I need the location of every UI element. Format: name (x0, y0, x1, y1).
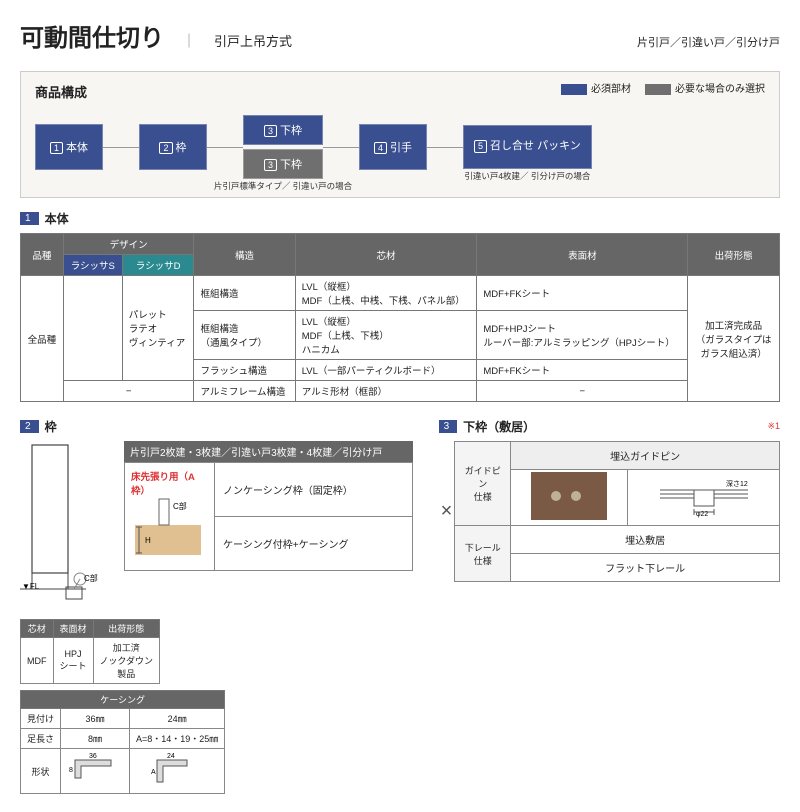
td-r1-surf: MDF+FKシート (477, 276, 688, 311)
td-r3-st: フラッシュ構造 (194, 360, 295, 381)
svg-text:C部: C部 (84, 573, 98, 583)
th-d2: ラシッサD (122, 255, 194, 276)
casing-shape-b-icon: 24 A (149, 752, 205, 788)
sill-head: 埋込ガイドピン (511, 442, 780, 470)
td-r3-core: LVL（一部パーティクルボード） (295, 360, 477, 381)
frame-opt2: ケーシング付枠+ケーシング (215, 517, 413, 571)
node-packing: 5召し合せ パッキン 引違い戸4枚建／ 引分け戸の場合 (463, 125, 592, 168)
svg-text:▼FL: ▼FL (22, 582, 40, 591)
mat-core: MDF (21, 638, 54, 684)
section-2-title: 枠 (45, 418, 57, 435)
td-r4-core: アルミ形材（框部） (295, 381, 477, 402)
header: 可動間仕切り ｜ 引戸上吊方式 片引戸／引違い戸／引分け戸 (20, 18, 780, 53)
section-2-header: 2枠 (20, 418, 413, 435)
th-d1: ラシッサS (63, 255, 122, 276)
door-diagram-icon: ▼FL C部 (20, 441, 116, 611)
th-kind: 品種 (21, 234, 64, 276)
sill-r2-lbl: 下レール 仕様 (455, 526, 511, 582)
td-r2-st: 框組構造 （通風タイプ） (194, 311, 295, 360)
td-r4-st: アルミフレーム構造 (194, 381, 295, 402)
node-sill-req: 3下枠 (243, 115, 323, 145)
section-1-header: 1本体 (20, 210, 780, 227)
td-r3-surf: MDF+FKシート (477, 360, 688, 381)
mat-ship: 加工済 ノックダウン 製品 (93, 638, 159, 684)
guide-pin-section-icon: φ22 深さ12 (654, 472, 754, 520)
node-sill-opt: 3下枠 片引戸標準タイプ／ 引違い戸の場合 (243, 149, 323, 179)
td-ship: 加工済完成品 （ガラスタイプは ガラス組込済） (688, 276, 780, 402)
frame-tabhead: 片引戸2枚建・3枚建／引違い戸3枚建・4枚建／引分け戸 (124, 441, 413, 462)
node-packing-caption: 引違い戸4枚建／ 引分け戸の場合 (464, 171, 590, 181)
legend-label-optional: 必要な場合のみ選択 (675, 84, 765, 95)
node-body: 1本体 (35, 124, 103, 170)
legend-swatch-required (561, 84, 587, 95)
section-1-title: 本体 (45, 210, 69, 227)
td-r2-core: LVL（縦框） MDF（上桟、下桟） ハニカム (295, 311, 477, 360)
casing-table: ケーシング 見付け36㎜24㎜ 足長さ8㎜A=8・14・19・25㎜ 形状 36… (20, 690, 225, 794)
td-kind: 全品種 (21, 276, 64, 402)
node-handle: 4引手 (359, 124, 427, 170)
flow-diagram: 1本体 2枠 3下枠 3下枠 片引戸標準タイプ／ 引違い戸の場合 4引手 5召し… (35, 115, 765, 179)
th-core: 芯材 (295, 234, 477, 276)
th-surface: 表面材 (477, 234, 688, 276)
th-ship: 出荷形態 (688, 234, 780, 276)
node-frame: 2枠 (139, 124, 207, 170)
legend-label-required: 必須部材 (591, 84, 631, 95)
node-sill-caption: 片引戸標準タイプ／ 引違い戸の場合 (214, 181, 352, 191)
td-r2-surf: MDF+HPJシート ルーバー部:アルミラッピング（HPJシート） (477, 311, 688, 360)
svg-text:A: A (151, 769, 156, 776)
td-r1-core: LVL（縦框） MDF（上桟、中桟、下桟、パネル部） (295, 276, 477, 311)
svg-text:H: H (145, 536, 151, 545)
td-r4-surf: − (477, 381, 688, 402)
section-3-title: 下枠（敷居） (463, 418, 535, 435)
frame-opt1: ノンケーシング枠（固定枠） (215, 463, 413, 517)
svg-text:深さ12: 深さ12 (726, 479, 748, 488)
sill-r2b: フラット下レール (511, 554, 780, 582)
svg-text:36: 36 (89, 753, 97, 760)
divider: ｜ (182, 31, 196, 51)
legend-swatch-optional (645, 84, 671, 95)
sill-r2a: 埋込敷居 (511, 526, 780, 554)
svg-text:8: 8 (69, 767, 73, 774)
multiply-icon: × (441, 500, 453, 523)
frame-section-icon: C部 H (131, 497, 205, 561)
material-table: 芯材表面材出荷形態 MDF HPJ シート 加工済 ノックダウン 製品 (20, 619, 160, 684)
guide-pin-photo-icon (531, 472, 607, 520)
td-design: パレット ラテオ ヴィンティア (122, 276, 194, 381)
svg-text:24: 24 (167, 753, 175, 760)
sill-r1-lbl: ガイドピン 仕様 (455, 442, 511, 526)
subtitle: 引戸上吊方式 (214, 31, 292, 50)
th-design: デザイン (63, 234, 194, 255)
body-spec-table: 品種 デザイン 構造 芯材 表面材 出荷形態 ラシッサS ラシッサD 全品種 パ… (20, 233, 780, 402)
door-types: 片引戸／引違い戸／引分け戸 (637, 34, 780, 50)
svg-text:C部: C部 (173, 501, 187, 511)
th-structure: 構造 (194, 234, 295, 276)
page-title: 可動間仕切り (20, 18, 164, 53)
composition-box: 商品構成 必須部材 必要な場合のみ選択 1本体 2枠 3下枠 3下枠 片引戸標準… (20, 71, 780, 198)
mat-surf: HPJ シート (53, 638, 93, 684)
legend: 必須部材 必要な場合のみ選択 (561, 80, 765, 95)
section-3-header: 3下枠（敷居） ※1 (439, 418, 780, 435)
td-r1-st: 框組構造 (194, 276, 295, 311)
frame-option-table: 床先張り用（A枠） C部 H ノンケーシング枠（固 (124, 462, 413, 571)
sill-table: ガイドピン 仕様 埋込ガイドピン φ22 深さ12 (454, 441, 780, 582)
section-3-note: ※1 (767, 421, 780, 432)
casing-shape-a-icon: 36 8 (67, 752, 123, 788)
